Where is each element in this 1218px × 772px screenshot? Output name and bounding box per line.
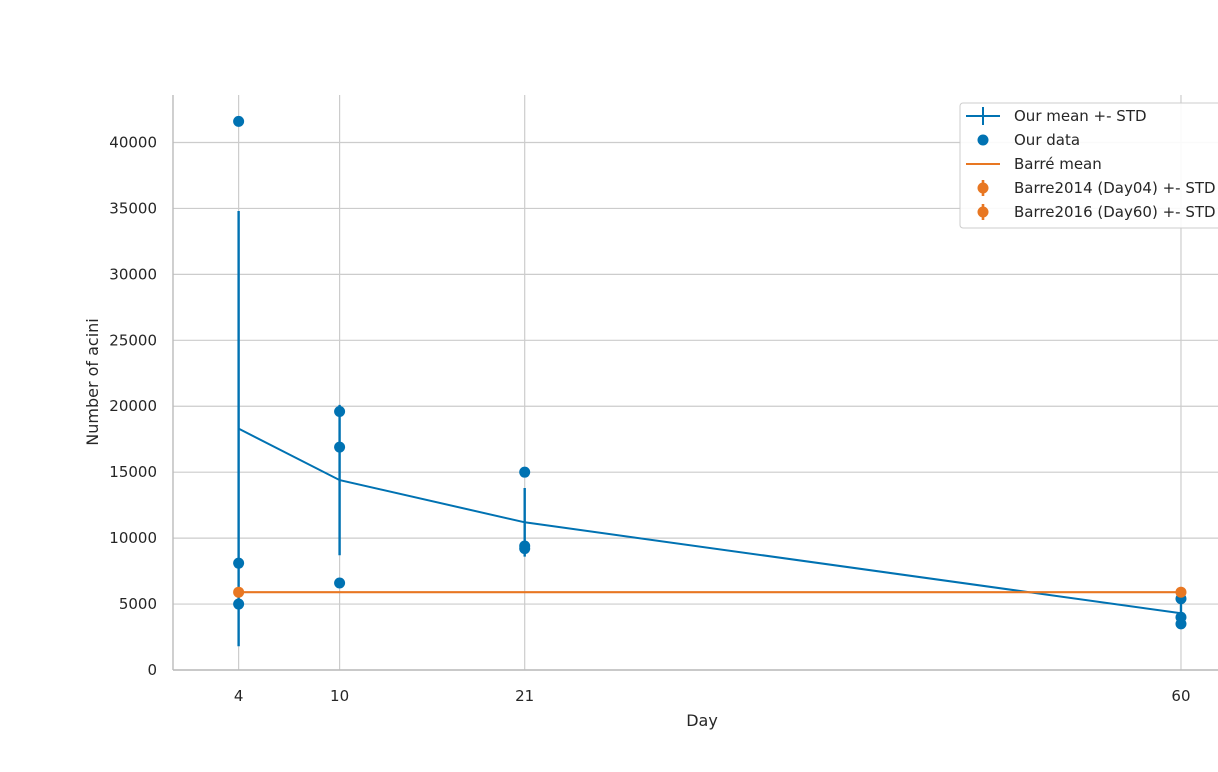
- legend-label: Barre2014 (Day04) +- STD: [1014, 179, 1216, 197]
- y-tick-label: 15000: [109, 463, 157, 481]
- legend-label: Our data: [1014, 131, 1080, 149]
- x-axis-title: Day: [686, 711, 718, 730]
- y-tick-label: 30000: [109, 265, 157, 283]
- data-point: [334, 441, 346, 453]
- data-point: [1175, 618, 1187, 630]
- y-axis-title: Number of acini: [83, 318, 102, 446]
- y-tick-label: 0: [147, 661, 157, 679]
- x-tick-label: 21: [515, 687, 534, 705]
- x-tick-label: 60: [1171, 687, 1190, 705]
- data-point: [233, 115, 245, 127]
- legend-box: [959, 102, 1218, 229]
- mean-line: [238, 427, 1182, 615]
- data-point: [519, 466, 531, 478]
- data-point: [334, 406, 346, 418]
- legend-handle-data: [977, 134, 989, 146]
- chart-marks: [233, 115, 1187, 647]
- y-tick-label: 20000: [109, 397, 157, 415]
- y-tick-label: 35000: [109, 199, 157, 217]
- data-point: [233, 598, 245, 610]
- barre2014-point: [233, 586, 245, 598]
- data-point: [519, 543, 531, 555]
- grid-lines: [173, 95, 1218, 671]
- data-point: [233, 557, 245, 569]
- x-tick-labels: 4 10 21 60: [234, 687, 1191, 705]
- legend-label: Barré mean: [1014, 155, 1102, 173]
- legend-label: Barre2016 (Day60) +- STD: [1014, 203, 1216, 221]
- legend-handle-errorpoint: [977, 206, 989, 218]
- legend-handle-errorpoint: [977, 182, 989, 194]
- y-tick-label: 5000: [119, 595, 157, 613]
- barre2016-point: [1175, 586, 1187, 598]
- data-point: [334, 577, 346, 589]
- y-tick-label: 40000: [109, 133, 157, 151]
- x-tick-label: 4: [234, 687, 244, 705]
- legend: Our mean +- STD Our data Barré mean Barre20…: [959, 102, 1218, 229]
- y-tick-label: 25000: [109, 331, 157, 349]
- y-tick-label: 10000: [109, 529, 157, 547]
- legend-label: Our mean +- STD: [1014, 107, 1147, 125]
- y-tick-labels: 0 5000 10000 15000 20000 25000 30000 35000 40000: [109, 133, 157, 679]
- axis-spines: [172, 95, 1218, 671]
- x-tick-label: 10: [330, 687, 349, 705]
